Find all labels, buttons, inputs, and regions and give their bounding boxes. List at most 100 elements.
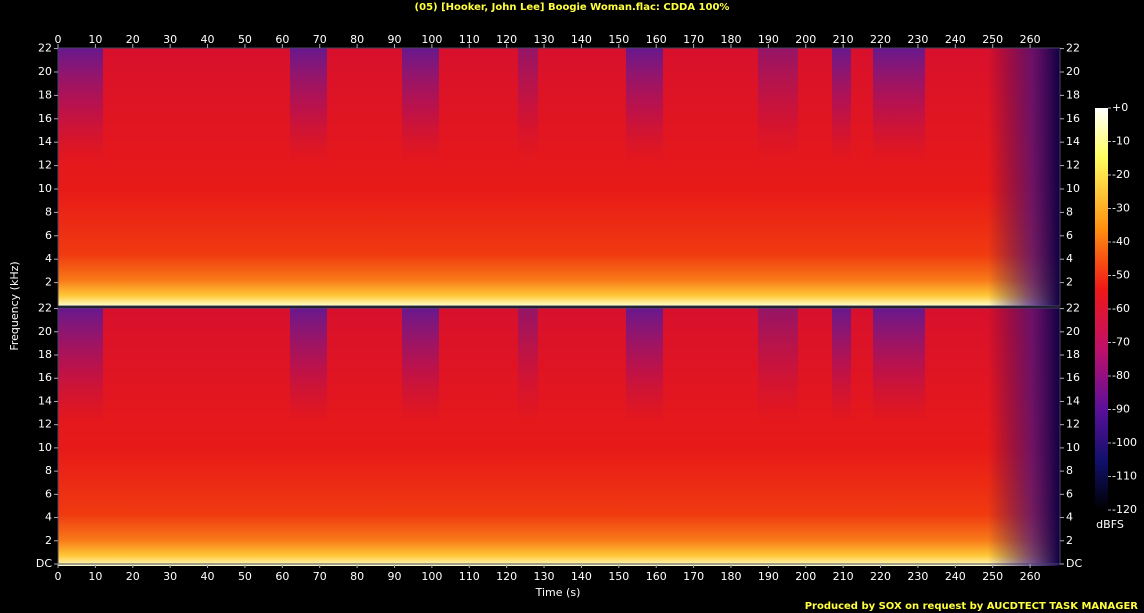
x-axis-label: Time (s)	[535, 586, 581, 599]
y-tick-label: DC	[36, 557, 52, 570]
y-tick-label: 12	[1066, 418, 1080, 431]
x-tick-label: 40	[201, 570, 215, 583]
x-tick-label: 80	[350, 33, 364, 46]
x-tick-label: 150	[608, 570, 629, 583]
x-tick-label: 230	[907, 570, 928, 583]
x-tick-label: 200	[795, 570, 816, 583]
y-tick-label: 16	[38, 112, 52, 125]
y-tick-label: 14	[38, 394, 52, 407]
x-tick-label: 250	[982, 33, 1003, 46]
x-tick-label: 50	[238, 570, 252, 583]
y-tick-label: 14	[38, 135, 52, 148]
y-tick-label: 8	[45, 205, 52, 218]
y-tick-label: 6	[45, 487, 52, 500]
y-tick-label: 2	[45, 534, 52, 547]
y-tick-label: 22	[38, 302, 52, 315]
y-tick-label: 20	[1066, 325, 1080, 338]
y-tick-label: 4	[45, 511, 52, 524]
colorbar-tick-label: -110	[1112, 470, 1137, 483]
x-tick-label: 160	[646, 33, 667, 46]
x-tick-label: 60	[275, 33, 289, 46]
x-tick-label: 160	[646, 570, 667, 583]
x-tick-label: 0	[55, 33, 62, 46]
y-tick-label: 20	[38, 325, 52, 338]
x-tick-label: 120	[496, 33, 517, 46]
colorbar-tick-label: -50	[1112, 269, 1130, 282]
x-tick-label: 180	[720, 33, 741, 46]
x-tick-label: 140	[571, 33, 592, 46]
x-tick-label: 20	[126, 33, 140, 46]
y-tick-label: 12	[1066, 159, 1080, 172]
y-tick-label: 16	[1066, 371, 1080, 384]
colorbar-tick-label: -80	[1112, 369, 1130, 382]
y-tick-label: 6	[1066, 229, 1073, 242]
colorbar-label: dBFS	[1096, 518, 1124, 531]
x-tick-label: 220	[870, 570, 891, 583]
colorbar-tick-label: -90	[1112, 403, 1130, 416]
x-tick-label: 230	[907, 33, 928, 46]
y-tick-label: 2	[1066, 276, 1073, 289]
x-tick-label: 130	[534, 570, 555, 583]
y-tick-label: 6	[1066, 487, 1073, 500]
y-tick-label: 2	[1066, 534, 1073, 547]
colorbar-tick-label: -10	[1112, 135, 1130, 148]
y-tick-label: 4	[45, 252, 52, 265]
x-tick-label: 60	[275, 570, 289, 583]
x-tick-label: 120	[496, 570, 517, 583]
x-tick-label: 10	[88, 570, 102, 583]
x-tick-label: 240	[945, 570, 966, 583]
x-tick-label: 110	[459, 33, 480, 46]
x-tick-label: 70	[313, 570, 327, 583]
spectrogram-channel	[58, 48, 1060, 306]
y-tick-label: 8	[1066, 464, 1073, 477]
colorbar-tick-label: -120	[1112, 503, 1137, 516]
y-axis-label: Frequency (kHz)	[8, 261, 21, 350]
x-tick-label: 150	[608, 33, 629, 46]
y-tick-label: 4	[1066, 252, 1073, 265]
colorbar-tick-label: -100	[1112, 436, 1137, 449]
colorbar-tick-label: +0	[1112, 101, 1128, 114]
y-tick-label: 12	[38, 418, 52, 431]
colorbar	[1095, 108, 1108, 510]
y-tick-label: 18	[38, 348, 52, 361]
x-tick-label: 10	[88, 33, 102, 46]
x-tick-label: 20	[126, 570, 140, 583]
x-tick-label: 0	[55, 570, 62, 583]
y-tick-label: 16	[38, 371, 52, 384]
x-tick-label: 80	[350, 570, 364, 583]
y-tick-label: 22	[38, 42, 52, 55]
x-tick-label: 110	[459, 570, 480, 583]
x-tick-label: 100	[421, 570, 442, 583]
footer: Produced by SOX on request by AUCDTECT T…	[805, 601, 1139, 612]
y-tick-label: 10	[1066, 441, 1080, 454]
x-tick-label: 250	[982, 570, 1003, 583]
y-tick-label: 18	[1066, 348, 1080, 361]
panel-frame	[57, 47, 1061, 307]
x-tick-label: 90	[387, 570, 401, 583]
y-tick-label: 10	[38, 182, 52, 195]
x-tick-label: 190	[758, 570, 779, 583]
x-tick-label: 30	[163, 33, 177, 46]
x-tick-label: 140	[571, 570, 592, 583]
y-tick-label: 14	[1066, 394, 1080, 407]
y-tick-label: 14	[1066, 135, 1080, 148]
y-tick-label: 22	[1066, 302, 1080, 315]
y-tick-label: 18	[1066, 88, 1080, 101]
y-tick-label: 2	[45, 276, 52, 289]
y-tick-label: 10	[1066, 182, 1080, 195]
y-tick-label: 20	[38, 65, 52, 78]
x-tick-label: 220	[870, 33, 891, 46]
x-tick-label: 40	[201, 33, 215, 46]
x-tick-label: 90	[387, 33, 401, 46]
x-tick-label: 260	[1020, 570, 1041, 583]
colorbar-tick-label: -30	[1112, 202, 1130, 215]
chart-title: (05) [Hooker, John Lee] Boogie Woman.fla…	[415, 2, 730, 13]
colorbar-tick-label: -70	[1112, 336, 1130, 349]
colorbar-tick-label: -60	[1112, 302, 1130, 315]
x-tick-label: 170	[683, 570, 704, 583]
colorbar-tick-label: -40	[1112, 235, 1130, 248]
spectrogram-channel	[58, 308, 1060, 566]
y-tick-label: 8	[45, 464, 52, 477]
x-tick-label: 130	[534, 33, 555, 46]
y-tick-label: 20	[1066, 65, 1080, 78]
